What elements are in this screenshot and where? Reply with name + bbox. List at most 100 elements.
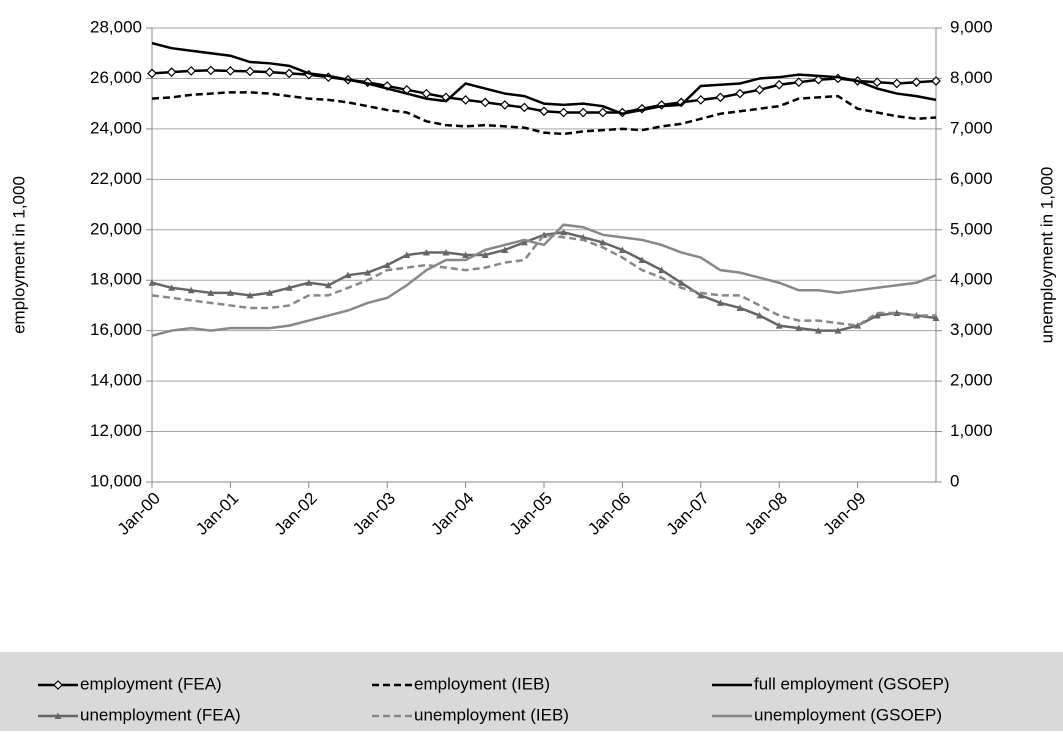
y-tick-label: 22,000 (90, 169, 142, 188)
x-tick-label: Jan-09 (819, 489, 869, 539)
x-tick-label: Jan-06 (584, 489, 634, 539)
point (403, 251, 411, 258)
y2-tick-label: 9,000 (950, 17, 993, 36)
series-line (151, 231, 937, 332)
point (932, 314, 940, 322)
point (246, 291, 254, 299)
point (735, 88, 745, 99)
point (266, 289, 274, 296)
point (677, 279, 685, 286)
legend-label: unemployment (GSOEP) (754, 705, 942, 724)
point (166, 67, 177, 77)
point (225, 66, 236, 76)
x-tick-label: Jan-01 (192, 489, 242, 539)
series-line (151, 233, 936, 327)
x-tick-label: Jan-03 (349, 489, 399, 539)
point (519, 102, 530, 113)
y2-tick-label: 2,000 (950, 371, 993, 390)
y2-tick-label: 5,000 (950, 219, 993, 238)
point (539, 106, 549, 117)
point (284, 68, 295, 79)
point (147, 68, 157, 79)
point (795, 324, 803, 332)
point (873, 312, 881, 319)
point (775, 322, 783, 329)
point (285, 284, 293, 291)
point (754, 84, 765, 95)
point (501, 246, 509, 253)
legend-label: unemployment (IEB) (414, 705, 569, 724)
x-tick-label: Jan-05 (506, 489, 556, 539)
point (891, 78, 902, 89)
point (697, 291, 705, 299)
y2-axis-title: unemployment in 1,000 (1037, 167, 1056, 344)
point (599, 238, 607, 246)
x-tick-label: Jan-08 (741, 489, 791, 539)
y-tick-label: 28,000 (90, 17, 142, 36)
point (168, 284, 176, 291)
point (245, 66, 255, 77)
point (462, 251, 470, 258)
point (460, 95, 471, 105)
y-tick-label: 14,000 (90, 371, 142, 390)
point (911, 77, 922, 88)
point (226, 289, 234, 296)
point (520, 238, 528, 246)
series-line (151, 41, 937, 116)
y2-tick-label: 4,000 (950, 270, 993, 289)
y-tick-label: 26,000 (90, 68, 142, 87)
legend-label: full employment (GSOEP) (754, 674, 950, 693)
point (344, 271, 352, 279)
point (793, 77, 804, 88)
y-tick-label: 16,000 (90, 320, 142, 339)
legend-box (0, 652, 1063, 731)
y2-tick-label: 1,000 (950, 421, 993, 440)
point (834, 327, 842, 334)
point (618, 246, 626, 253)
y2-tick-label: 8,000 (950, 68, 993, 87)
point (715, 92, 726, 103)
y-tick-label: 18,000 (90, 270, 142, 289)
point (383, 261, 391, 269)
point (695, 95, 706, 105)
point (558, 107, 569, 118)
point (756, 312, 764, 319)
point (187, 286, 195, 294)
point (658, 266, 666, 274)
point (499, 100, 510, 110)
point (578, 107, 589, 118)
point (893, 309, 901, 317)
point (442, 248, 450, 256)
point (481, 251, 489, 258)
point (638, 256, 646, 264)
y-tick-label: 12,000 (90, 421, 142, 440)
y-tick-label: 24,000 (90, 118, 142, 137)
y-tick-label: 20,000 (90, 219, 142, 238)
point (872, 77, 883, 88)
y2-tick-label: 0 (950, 471, 959, 490)
point (931, 76, 941, 86)
series-line (151, 223, 937, 337)
point (186, 66, 197, 76)
y-tick-label: 10,000 (90, 471, 142, 490)
x-tick-label: Jan-00 (114, 489, 164, 539)
x-tick-label: Jan-02 (271, 489, 321, 539)
point (716, 299, 724, 306)
y2-tick-label: 6,000 (950, 169, 993, 188)
legend-label: employment (IEB) (414, 674, 550, 693)
point (774, 79, 785, 90)
point (364, 269, 372, 276)
point (54, 712, 62, 719)
y2-tick-label: 3,000 (950, 320, 993, 339)
point (264, 67, 275, 77)
point (422, 248, 430, 256)
legend-label: employment (FEA) (80, 674, 222, 693)
point (814, 327, 822, 334)
point (560, 228, 568, 236)
point (207, 289, 215, 296)
point (736, 304, 744, 311)
y2-tick-label: 7,000 (950, 118, 993, 137)
point (597, 107, 608, 118)
point (421, 88, 432, 99)
